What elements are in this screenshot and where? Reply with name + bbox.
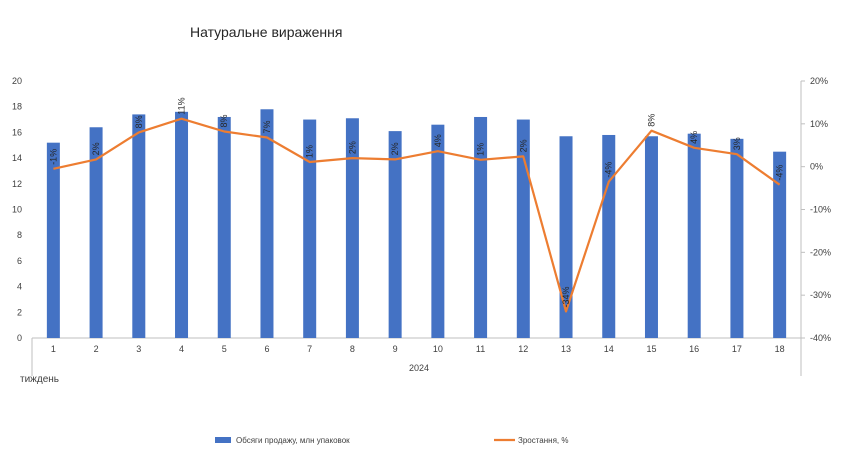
- legend: Обсяги продажу, млн упаковок Зростання, %: [215, 436, 568, 445]
- bar-series: [46, 109, 787, 339]
- y-left-tick-label: 0: [17, 333, 22, 343]
- x-axis-label: тиждень: [20, 374, 59, 385]
- data-label: 8%: [219, 115, 229, 128]
- axes: 02468101214161820-40%-30%-20%-10%0%10%20…: [12, 76, 831, 376]
- x-tick-label: 6: [264, 344, 269, 354]
- x-tick-label: 11: [476, 344, 485, 354]
- x-tick-label: 5: [222, 344, 227, 354]
- data-label: 11%: [177, 97, 187, 114]
- bar: [260, 109, 274, 339]
- bar: [644, 136, 658, 338]
- legend-label-bar: Обсяги продажу, млн упаковок: [236, 436, 350, 445]
- x-tick-label: 10: [433, 344, 443, 354]
- legend-swatch-bar: [215, 437, 231, 443]
- y-left-tick-label: 2: [17, 307, 22, 317]
- chart-title: Натуральне вираження: [190, 24, 342, 40]
- y-left-tick-label: 8: [17, 230, 22, 240]
- y-right-tick-label: 0%: [810, 162, 823, 172]
- x-tick-label: 4: [179, 344, 184, 354]
- bar: [175, 111, 189, 338]
- x-tick-label: 7: [307, 344, 312, 354]
- bar: [217, 116, 231, 338]
- x-tick-label: 2: [94, 344, 99, 354]
- data-label: 3%: [732, 137, 742, 150]
- data-label: -4%: [775, 165, 785, 181]
- y-left-tick-label: 10: [12, 205, 22, 215]
- data-label: 8%: [646, 114, 656, 127]
- data-label: 2%: [390, 142, 400, 155]
- bar: [89, 127, 103, 338]
- bar: [132, 114, 146, 338]
- y-left-tick-label: 18: [12, 102, 22, 112]
- data-label: 2%: [91, 142, 101, 155]
- x-tick-label: 17: [732, 344, 742, 354]
- growth-line: [53, 117, 781, 313]
- y-left-tick-label: 14: [12, 153, 22, 163]
- x-tick-label: 14: [604, 344, 614, 354]
- data-labels: -1% 2% 8% 11% 8% 7% 1% 2% 2% 4% 1% 2% -34% -4% 8% 4% 3% -…: [48, 97, 784, 307]
- y-right-tick-label: 10%: [810, 119, 828, 129]
- x-tick-label: 13: [561, 344, 571, 354]
- bar: [303, 119, 317, 338]
- data-label: 7%: [262, 121, 272, 134]
- data-label: -4%: [604, 162, 614, 178]
- bar: [730, 138, 744, 338]
- data-label: 4%: [689, 131, 699, 144]
- y-left-tick-label: 20: [12, 76, 22, 86]
- data-label: 8%: [134, 115, 144, 128]
- y-right-tick-label: -10%: [810, 205, 831, 215]
- y-left-tick-label: 6: [17, 256, 22, 266]
- bar: [388, 131, 402, 338]
- bar: [687, 133, 701, 338]
- data-label: -34%: [561, 286, 571, 307]
- bar: [773, 151, 787, 338]
- bar: [516, 119, 530, 338]
- x-tick-label: 9: [393, 344, 398, 354]
- y-right-tick-label: -40%: [810, 333, 831, 343]
- bar: [431, 124, 445, 338]
- y-left-tick-label: 16: [12, 127, 22, 137]
- legend-label-line: Зростання, %: [518, 436, 568, 445]
- y-right-tick-label: -20%: [810, 247, 831, 257]
- data-label: 4%: [433, 134, 443, 147]
- data-label: 2%: [518, 139, 528, 152]
- y-left-tick-label: 12: [12, 179, 22, 189]
- y-right-tick-label: -30%: [810, 290, 831, 300]
- x-tick-label: 1: [51, 344, 56, 354]
- x-group-label: 2024: [409, 363, 429, 373]
- x-tick-label: 16: [689, 344, 699, 354]
- data-label: 1%: [305, 145, 315, 158]
- x-tick-label: 3: [136, 344, 141, 354]
- bar: [345, 118, 359, 338]
- data-label: 2%: [347, 141, 357, 154]
- line-series: [53, 117, 781, 313]
- data-label: 1%: [476, 143, 486, 156]
- data-label: -1%: [48, 149, 58, 165]
- bar: [46, 142, 60, 338]
- bar: [559, 136, 573, 338]
- bar: [474, 116, 488, 338]
- x-tick-label: 15: [646, 344, 656, 354]
- x-tick-label: 8: [350, 344, 355, 354]
- y-left-tick-label: 4: [17, 282, 22, 292]
- x-tick-label: 12: [518, 344, 528, 354]
- x-tick-label: 18: [775, 344, 785, 354]
- bar: [602, 134, 616, 338]
- y-right-tick-label: 20%: [810, 76, 828, 86]
